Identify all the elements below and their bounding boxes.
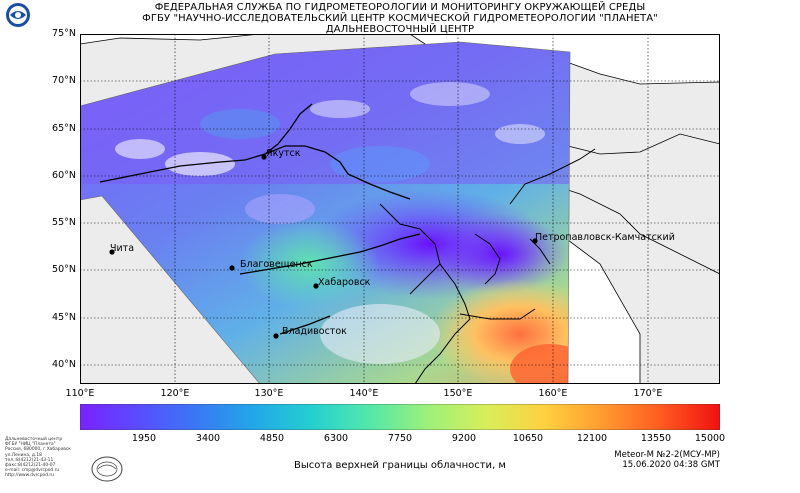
header-institute: ФГБУ "НАУЧНО-ИССЛЕДОВАТЕЛЬСКИЙ ЦЕНТР КОС… bbox=[142, 13, 658, 24]
kamchatka-land bbox=[549, 133, 720, 275]
longitude-label: 120°E bbox=[160, 388, 190, 399]
colorbar-tick-label: 15000 bbox=[694, 433, 726, 444]
longitude-label: 170°E bbox=[633, 388, 663, 399]
colorbar-title: Высота верхней границы облачности, м bbox=[294, 460, 506, 471]
colorbar-tick-label: 7750 bbox=[387, 433, 413, 444]
city-marker bbox=[532, 238, 538, 244]
cities-layer bbox=[109, 154, 538, 339]
contact-block: Дальневосточный центр ФГБУ "НИЦ "Планета"… bbox=[5, 437, 95, 479]
acquisition-datetime: 15.06.2020 04:38 GMT bbox=[622, 460, 720, 470]
contact-line: Дальневосточный центр bbox=[5, 437, 63, 442]
header: ФЕДЕРАЛЬНАЯ СЛУЖБА ПО ГИДРОМЕТЕОРОЛОГИИ … bbox=[0, 0, 800, 35]
latitude-label: 50°N bbox=[52, 264, 76, 275]
longitude-label: 130°E bbox=[254, 388, 284, 399]
header-agency: ФЕДЕРАЛЬНАЯ СЛУЖБА ПО ГИДРОМЕТЕОРОЛОГИИ … bbox=[154, 2, 646, 13]
colorbar-tick-label: 13550 bbox=[640, 433, 672, 444]
cloud-top-height-layer bbox=[80, 42, 570, 384]
colorbar-tick-label: 9200 bbox=[451, 433, 477, 444]
graticule bbox=[80, 34, 720, 384]
latitude-label: 40°N bbox=[52, 359, 76, 370]
colorbar-tick-label: 10650 bbox=[512, 433, 544, 444]
satellite-map bbox=[80, 34, 720, 384]
latitude-label: 45°N bbox=[52, 312, 76, 323]
header-center: ДАЛЬНЕВОСТОЧНЫЙ ЦЕНТР bbox=[325, 24, 475, 35]
longitude-label: 160°E bbox=[538, 388, 568, 399]
city-label: Владивосток bbox=[282, 326, 347, 337]
colorbar-tick-label: 12100 bbox=[576, 433, 608, 444]
latitude-label: 65°N bbox=[52, 123, 76, 134]
latitude-label: 75°N bbox=[52, 28, 76, 39]
longitude-label: 140°E bbox=[349, 388, 379, 399]
city-label: Благовещенск bbox=[240, 259, 313, 270]
satellite-name: Meteor-M №2-2(МСУ-МР) bbox=[614, 450, 720, 460]
contact-line: e-mail: cmp@dvrcpod.ru bbox=[5, 468, 60, 474]
latitude-label: 70°N bbox=[52, 75, 76, 86]
contact-line: Россия, 680000, г.Хабаровск bbox=[5, 447, 71, 453]
city-label: Петропавловск-Камчатский bbox=[535, 232, 675, 243]
city-label: Хабаровск bbox=[318, 277, 371, 288]
colorbar-tick-label: 6300 bbox=[323, 433, 349, 444]
latitude-label: 55°N bbox=[52, 217, 76, 228]
contact-line: ул.Ленина, д.18 bbox=[5, 452, 42, 458]
longitude-label: 150°E bbox=[443, 388, 473, 399]
city-label: Якутск bbox=[266, 148, 301, 159]
colorbar-tick-label: 1950 bbox=[131, 433, 157, 444]
city-marker bbox=[109, 249, 115, 255]
longitude-label: 110°E bbox=[65, 388, 95, 399]
rivers bbox=[99, 103, 421, 335]
city-marker bbox=[273, 333, 279, 339]
swath-edge bbox=[80, 41, 571, 384]
contact-line: тел.:8(4212)21-43-11 bbox=[5, 457, 54, 463]
map-frame bbox=[80, 34, 720, 384]
satellite-info: Meteor-M №2-2(МСУ-МР) 15.06.2020 04:38 G… bbox=[614, 450, 720, 470]
contact-line: факс:8(4212)21-40-07 bbox=[5, 463, 56, 469]
roshydromet-logo-icon bbox=[6, 3, 30, 27]
colorbar-tick-label: 4850 bbox=[259, 433, 285, 444]
contact-line: http://www.dvrcpod.ru bbox=[5, 473, 54, 479]
city-marker bbox=[261, 154, 267, 160]
contact-line: ФГБУ "НИЦ "Планета" bbox=[5, 442, 56, 448]
city-marker bbox=[313, 283, 319, 289]
latitude-label: 60°N bbox=[52, 170, 76, 181]
colorbar-tick-label: 3400 bbox=[195, 433, 221, 444]
city-marker bbox=[229, 265, 235, 271]
colorbar bbox=[80, 404, 720, 430]
city-label: Чита bbox=[110, 243, 135, 254]
coastlines bbox=[379, 148, 596, 384]
planeta-stamp-icon bbox=[91, 456, 123, 482]
